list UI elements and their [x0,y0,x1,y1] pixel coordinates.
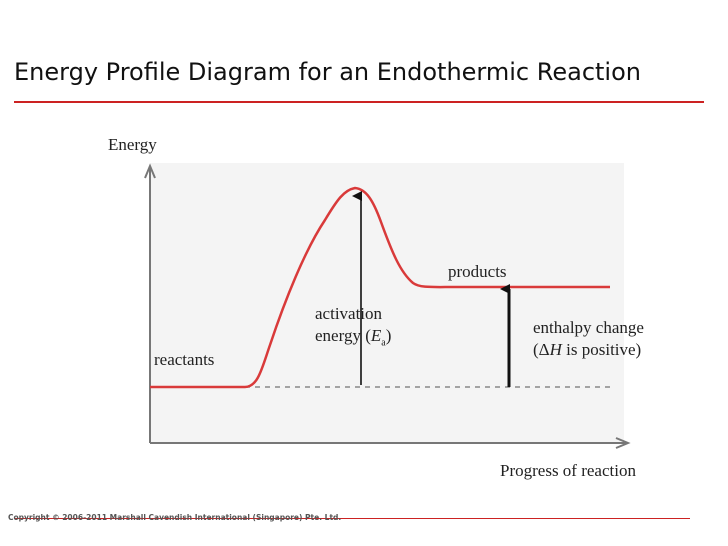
page-title: Energy Profile Diagram for an Endothermi… [14,58,641,86]
copyright-notice: Copyright © 2006-2011 Marshall Cavendish… [8,513,342,522]
activation-energy-label: activation energy (Ea) [315,303,391,354]
enthalpy-change-line1: enthalpy change [533,318,644,337]
diagram-background [150,163,624,443]
activation-energy-line2: energy (Ea) [315,326,392,349]
y-axis-label: Energy [108,135,157,154]
title-divider [14,101,704,103]
activation-energy-line1: activation [315,304,383,323]
enthalpy-change-line2: (ΔH is positive) [533,340,642,359]
energy-curve [150,186,610,389]
x-axis-label: Progress of reaction [500,461,636,480]
reactants-label: reactants [154,350,215,369]
x-axis-arrowhead [615,437,631,449]
products-label: products [448,262,507,281]
footer-divider [14,518,690,519]
y-axis-arrowhead [144,163,156,179]
enthalpy-change-label: enthalpy change (ΔH is positive) [533,317,644,361]
